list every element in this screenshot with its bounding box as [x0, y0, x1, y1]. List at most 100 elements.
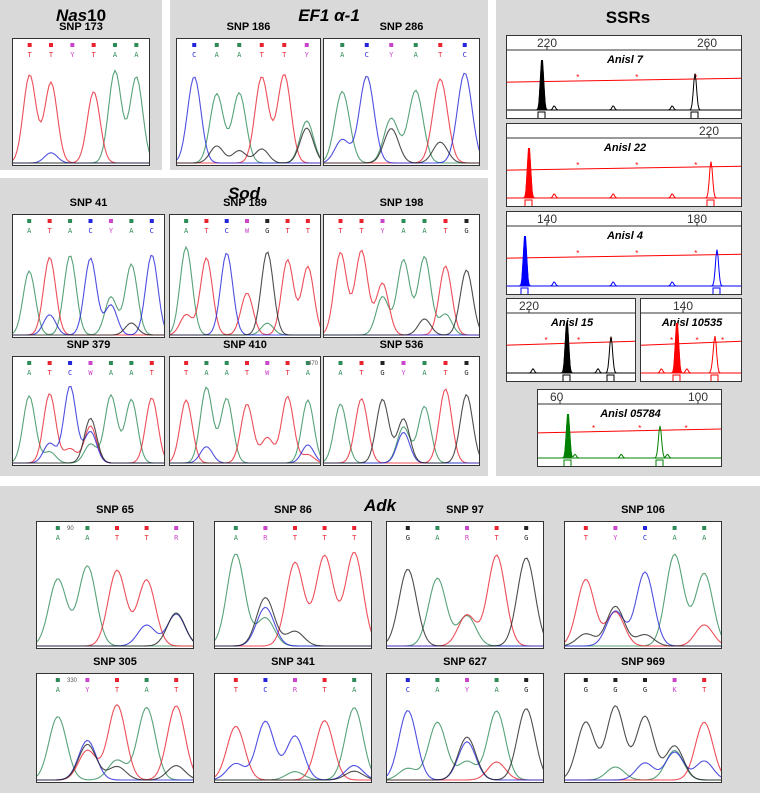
base-call: Y — [70, 51, 75, 59]
base-call: A — [401, 227, 406, 235]
base-call-marker — [113, 43, 117, 47]
trace-c-channel — [387, 710, 543, 781]
base-call: Y — [401, 369, 406, 377]
base-call: R — [174, 534, 179, 542]
base-call-marker — [91, 43, 96, 47]
base-call-marker — [174, 678, 179, 682]
base-call-marker — [305, 361, 310, 365]
base-call: T — [322, 686, 327, 694]
base-call-marker — [443, 361, 448, 365]
base-call: T — [245, 369, 250, 377]
base-call-marker — [224, 361, 229, 365]
trace-a-channel — [215, 707, 371, 781]
trace-t-channel — [13, 74, 149, 164]
ssr-trace — [507, 321, 635, 374]
allele-bin-marker — [520, 287, 529, 294]
ssr-allele-peak — [673, 323, 681, 373]
ssr-allele-peak — [538, 60, 546, 110]
base-call-marker — [70, 43, 75, 47]
base-call-marker — [422, 219, 427, 223]
base-call-marker — [204, 219, 209, 223]
ssr-locus-name: Anisl 15 — [550, 317, 594, 329]
base-call-marker — [464, 361, 469, 365]
base-call-marker — [524, 526, 529, 530]
base-call: W — [245, 227, 250, 235]
base-call: C — [263, 686, 267, 694]
base-call-marker — [27, 361, 32, 365]
svg-text:*: * — [609, 336, 612, 345]
trace-c-channel — [565, 751, 721, 781]
base-call-marker — [68, 361, 73, 365]
base-call: C — [68, 369, 72, 377]
chromatogram: T A A T W T A 470 — [169, 356, 321, 466]
trace-t-channel — [170, 395, 320, 464]
trace-g-channel — [177, 127, 320, 164]
base-call: T — [184, 369, 189, 377]
base-call: Y — [380, 227, 385, 235]
snp-label: SNP 536 — [379, 339, 424, 351]
base-call-marker — [204, 361, 209, 365]
base-call-marker — [174, 526, 179, 530]
snp-label: SNP 97 — [446, 504, 484, 516]
trace-a-channel — [565, 553, 721, 647]
ssr-size-tick: 140 — [537, 212, 557, 226]
base-call: A — [113, 51, 118, 59]
base-call-marker — [265, 361, 270, 365]
base-call: A — [237, 51, 242, 59]
base-call: G — [380, 369, 384, 377]
base-call-marker — [233, 678, 238, 682]
base-call: G — [464, 369, 468, 377]
trace-t-channel — [324, 388, 479, 464]
ssr-locus-name: Anisl 7 — [606, 54, 644, 66]
ssr-locus-name: Anisl 05784 — [599, 408, 661, 420]
base-call: A — [184, 227, 189, 235]
base-call-marker — [49, 43, 53, 47]
base-call: T — [285, 227, 290, 235]
trace-a-channel — [324, 89, 479, 164]
ssr-electropherogram: 220 260 Anisl 7 * * * — [506, 35, 742, 119]
base-call-marker — [494, 526, 499, 530]
base-call: A — [306, 369, 311, 377]
base-call: A — [340, 51, 345, 59]
base-call-marker — [380, 361, 385, 365]
allele-bin-marker — [563, 459, 572, 466]
base-call-marker — [672, 678, 677, 682]
svg-text:*: * — [576, 161, 579, 170]
trace-a-channel — [37, 706, 193, 781]
base-call: C — [192, 51, 196, 59]
base-call-marker — [192, 43, 197, 47]
trace-a-channel — [177, 91, 320, 164]
base-call: A — [422, 369, 427, 377]
base-call: T — [204, 227, 209, 235]
base-call-marker — [55, 526, 60, 530]
ssr-size-tick: 60 — [550, 390, 564, 404]
trace-t-channel — [565, 721, 721, 781]
ssr-allele-peak — [525, 148, 533, 198]
base-call-marker — [389, 43, 394, 47]
trace-g-channel — [37, 743, 193, 781]
base-call-marker — [245, 361, 249, 365]
base-call: C — [643, 534, 647, 542]
base-call-marker — [129, 219, 134, 223]
base-call-marker — [108, 361, 113, 365]
ssr-allele-peak — [564, 414, 572, 458]
base-call: C — [150, 227, 154, 235]
base-call: C — [225, 227, 229, 235]
base-call-marker — [583, 678, 588, 682]
trace-c-channel — [324, 72, 479, 164]
base-call-marker — [237, 43, 242, 47]
trace-c-channel — [177, 76, 320, 164]
base-call: T — [92, 51, 97, 59]
base-call: T — [584, 534, 589, 542]
base-call-marker — [282, 43, 287, 47]
base-call-marker — [643, 678, 647, 682]
base-call: R — [293, 686, 298, 694]
snp-label: SNP 41 — [69, 197, 108, 209]
trace-t-channel — [215, 552, 371, 647]
base-call-marker — [583, 526, 588, 530]
base-call-marker — [359, 219, 364, 223]
